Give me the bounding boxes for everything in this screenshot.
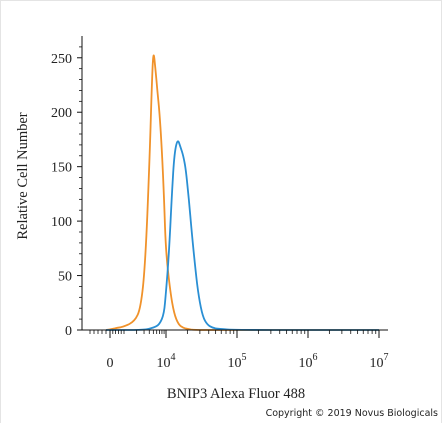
- x-tick-label: 107: [370, 352, 389, 371]
- y-tick-label: 250: [51, 52, 72, 67]
- y-tick-label: 0: [65, 324, 72, 339]
- copyright-text: Copyright © 2019 Novus Biologicals: [265, 408, 438, 419]
- y-axis-title: Relative Cell Number: [15, 112, 31, 239]
- y-tick-label: 50: [58, 270, 72, 285]
- histogram-series-1: [105, 54, 379, 331]
- y-tick-label: 200: [51, 106, 72, 121]
- histogram-series-2: [106, 140, 379, 331]
- x-tick-label: 106: [299, 352, 318, 371]
- x-tick-label: 104: [157, 352, 176, 371]
- x-tick-label: 0: [107, 356, 114, 371]
- x-axis-title: BNIP3 Alexa Fluor 488: [167, 386, 305, 402]
- x-tick-label: 105: [228, 352, 247, 371]
- y-tick-label: 150: [51, 161, 72, 176]
- y-tick-label: 100: [51, 215, 72, 230]
